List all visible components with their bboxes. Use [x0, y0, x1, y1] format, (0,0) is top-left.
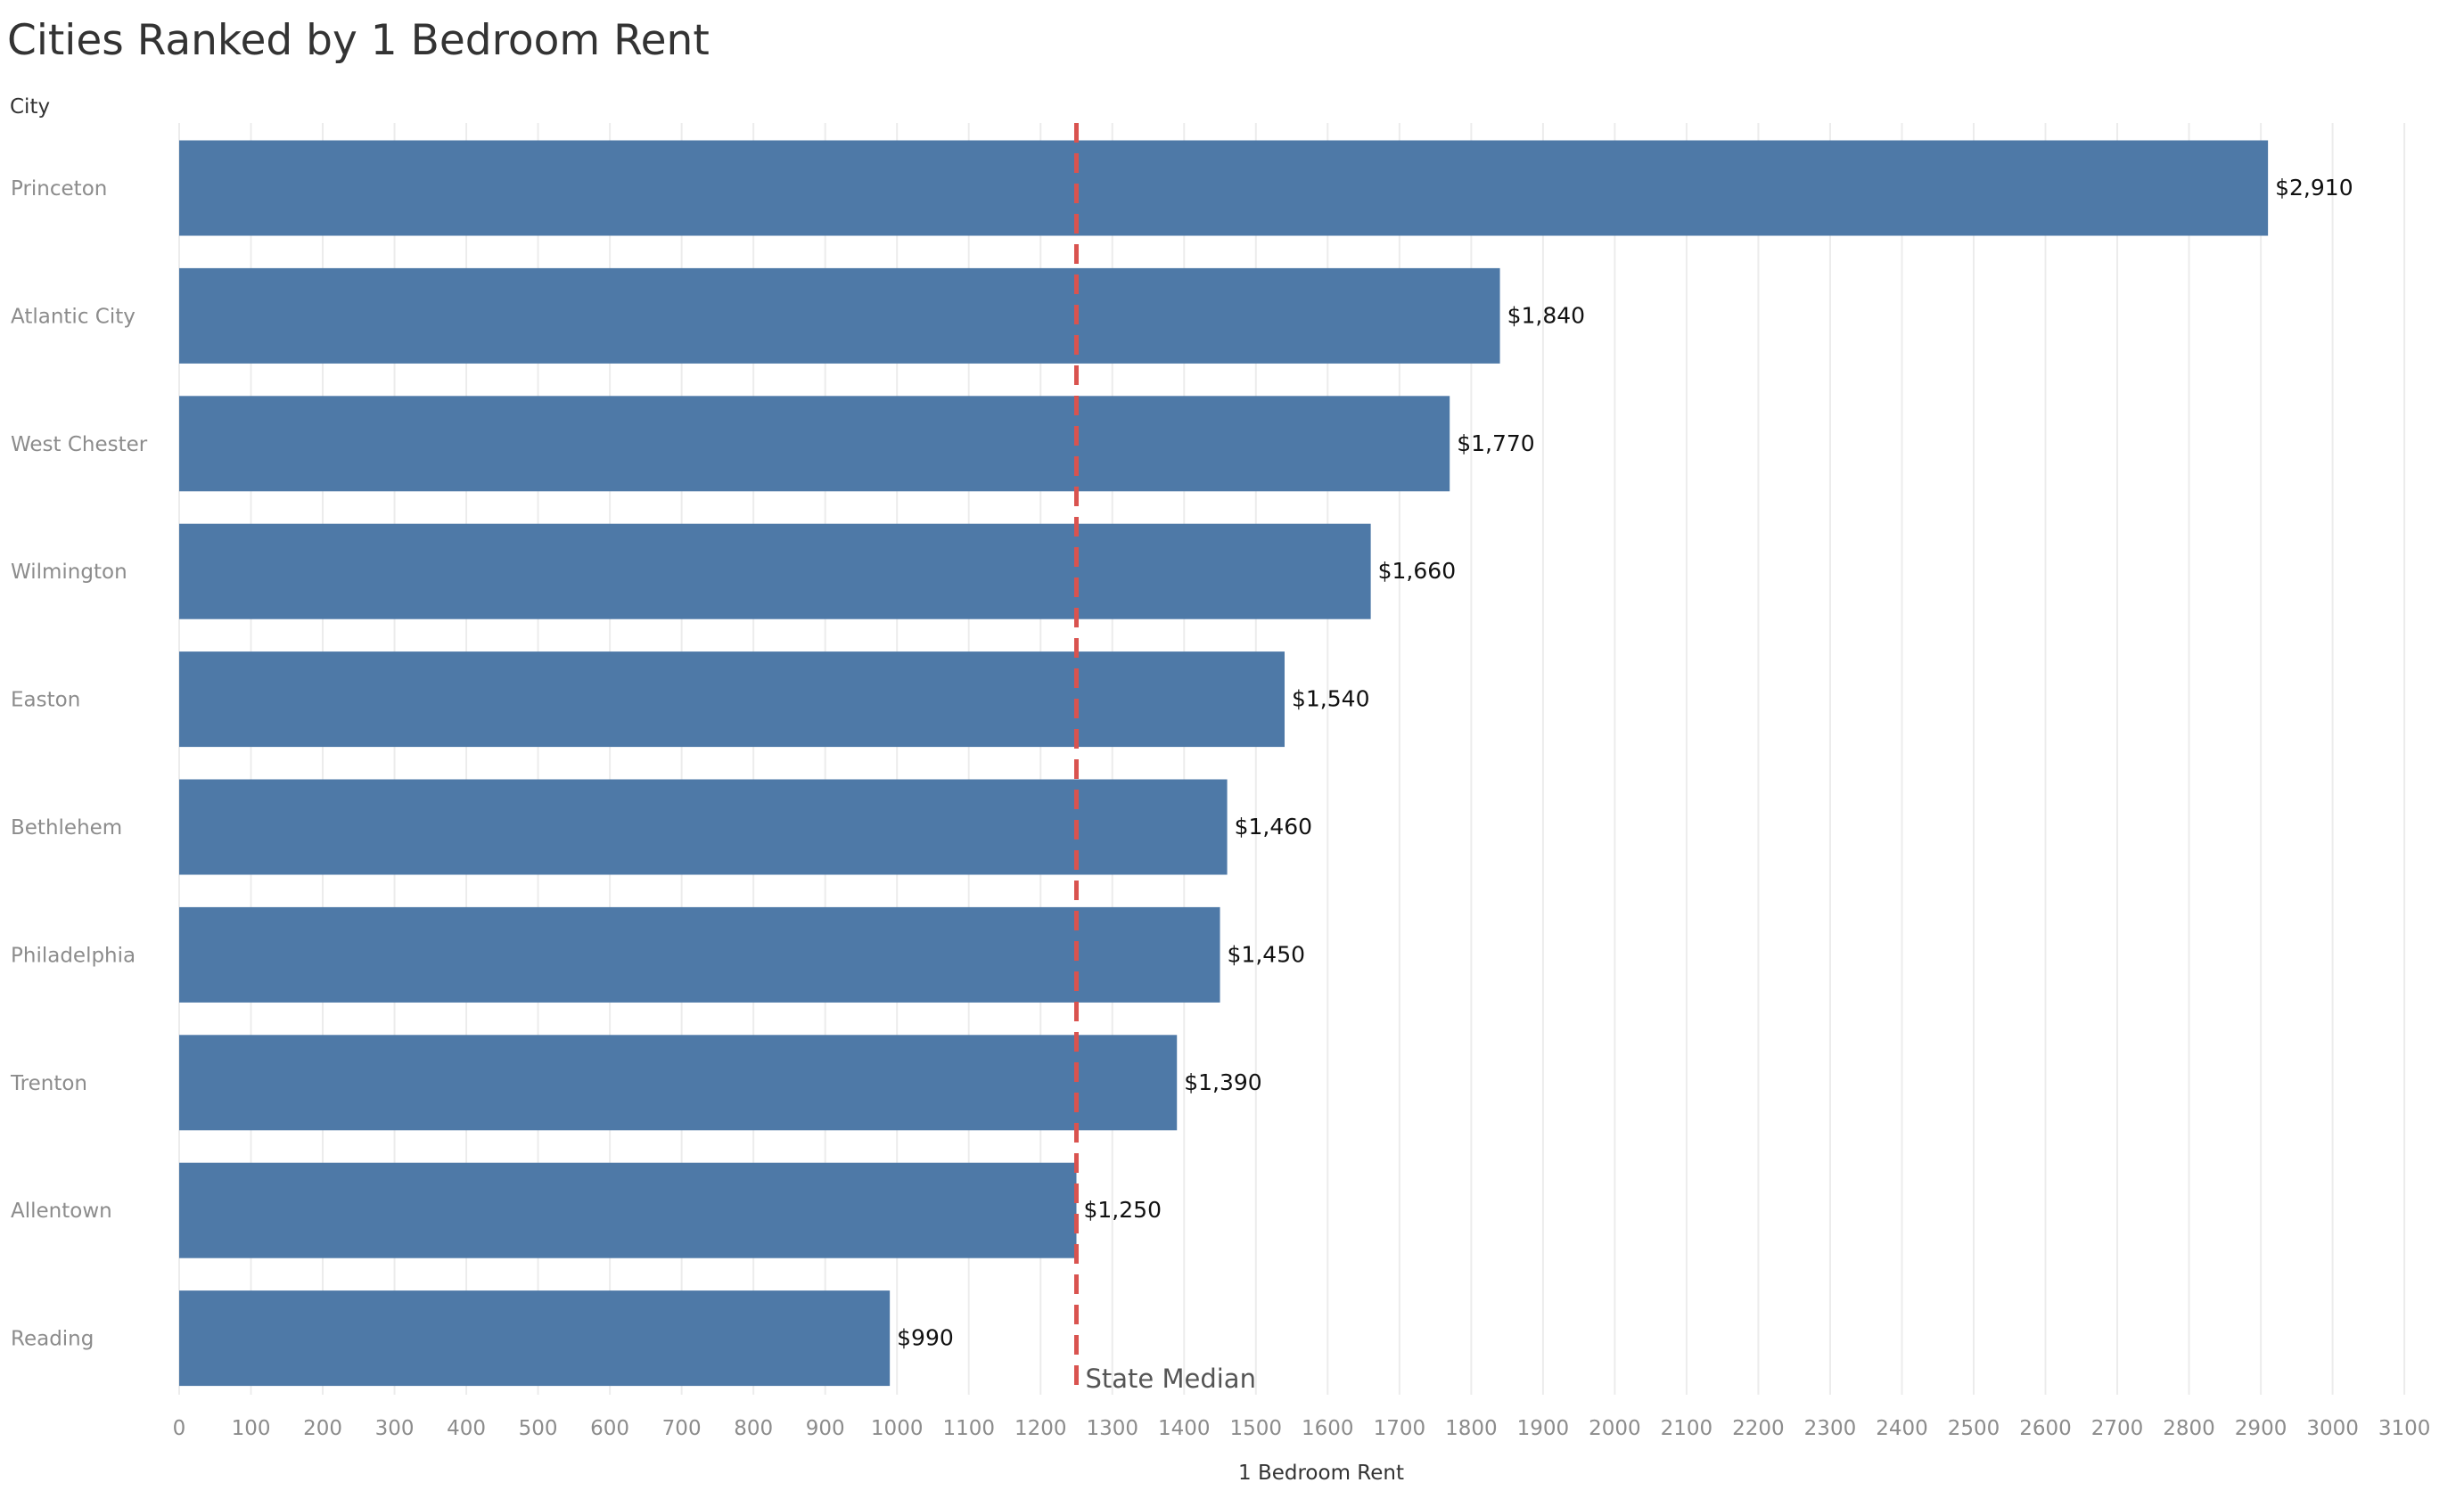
bar [179, 523, 1371, 619]
reference-line-group: State Median [1074, 123, 1256, 1395]
bar [179, 267, 1500, 364]
x-tick-label: 900 [806, 1417, 845, 1440]
value-label: $990 [897, 1325, 954, 1351]
x-tick-label: 2600 [2019, 1417, 2072, 1440]
x-tick-label: 300 [375, 1417, 415, 1440]
bar [179, 396, 1450, 492]
x-tick-label: 1700 [1374, 1417, 1426, 1440]
x-tick-label: 100 [232, 1417, 271, 1440]
bar [179, 906, 1220, 1003]
category-label: Wilmington [11, 561, 127, 584]
category-label: Allentown [11, 1200, 112, 1223]
x-tick-label: 1200 [1014, 1417, 1067, 1440]
bar [179, 1290, 891, 1387]
value-label: $1,660 [1378, 558, 1456, 584]
value-label: $2,910 [2275, 175, 2353, 201]
row-header: City [10, 95, 51, 119]
bar [179, 140, 2269, 236]
x-tick-labels: 0 100 200 300 400 500 600 700 800 900 1000 1100 1200… [173, 1417, 2431, 1440]
category-label: Atlantic City [11, 305, 136, 328]
x-tick-label: 2800 [2163, 1417, 2215, 1440]
x-tick-label: 1400 [1158, 1417, 1211, 1440]
x-tick-label: 2900 [2235, 1417, 2287, 1440]
value-label: $1,460 [1235, 814, 1312, 840]
x-tick-label: 2000 [1589, 1417, 1641, 1440]
chart-title: Cities Ranked by 1 Bedroom Rent [7, 16, 710, 65]
reference-line-label: State Median [1086, 1364, 1256, 1394]
x-tick-label: 1600 [1302, 1417, 1354, 1440]
bar [179, 1162, 1077, 1258]
x-tick-label: 2300 [1804, 1417, 1857, 1440]
x-tick-label: 2500 [1948, 1417, 2000, 1440]
x-tick-label: 1000 [871, 1417, 924, 1440]
category-label: West Chester [11, 433, 148, 456]
value-label: $1,250 [1084, 1197, 1162, 1223]
category-label: Philadelphia [11, 944, 136, 967]
bar [179, 651, 1285, 748]
x-tick-label: 3000 [2306, 1417, 2359, 1440]
value-label: $1,450 [1228, 941, 1305, 967]
bar [179, 1035, 1178, 1131]
x-tick-label: 400 [447, 1417, 486, 1440]
value-label: $1,390 [1184, 1069, 1261, 1095]
category-label: Princeton [11, 177, 107, 201]
bars [179, 140, 2269, 1387]
x-tick-label: 2700 [2091, 1417, 2144, 1440]
x-tick-label: 2400 [1876, 1417, 1928, 1440]
x-tick-label: 500 [519, 1417, 558, 1440]
x-tick-label: 2100 [1661, 1417, 1713, 1440]
x-tick-label: 1500 [1230, 1417, 1283, 1440]
category-labels: Princeton Atlantic City West Chester Wilmin… [10, 177, 148, 1351]
x-tick-label: 3100 [2378, 1417, 2431, 1440]
x-tick-label: 1100 [942, 1417, 995, 1440]
x-tick-label: 700 [662, 1417, 702, 1440]
x-tick-label: 800 [734, 1417, 773, 1440]
category-label: Reading [11, 1328, 94, 1351]
x-tick-label: 1900 [1517, 1417, 1570, 1440]
category-label: Easton [11, 689, 80, 712]
x-tick-label: 0 [173, 1417, 186, 1440]
x-tick-label: 2200 [1732, 1417, 1785, 1440]
value-label: $1,840 [1507, 302, 1585, 328]
x-tick-label: 200 [303, 1417, 342, 1440]
value-labels: $2,910 $1,840 $1,770 $1,660 $1,540 $1,460 $1,4… [897, 175, 2353, 1351]
x-axis-label: 1 Bedroom Rent [1238, 1462, 1404, 1485]
x-tick-label: 1300 [1086, 1417, 1138, 1440]
x-tick-label: 1800 [1445, 1417, 1498, 1440]
x-tick-label: 600 [590, 1417, 629, 1440]
category-label: Trenton [10, 1072, 87, 1095]
bar [179, 779, 1228, 875]
value-label: $1,770 [1457, 430, 1534, 456]
category-label: Bethlehem [11, 816, 122, 840]
value-label: $1,540 [1292, 686, 1369, 712]
